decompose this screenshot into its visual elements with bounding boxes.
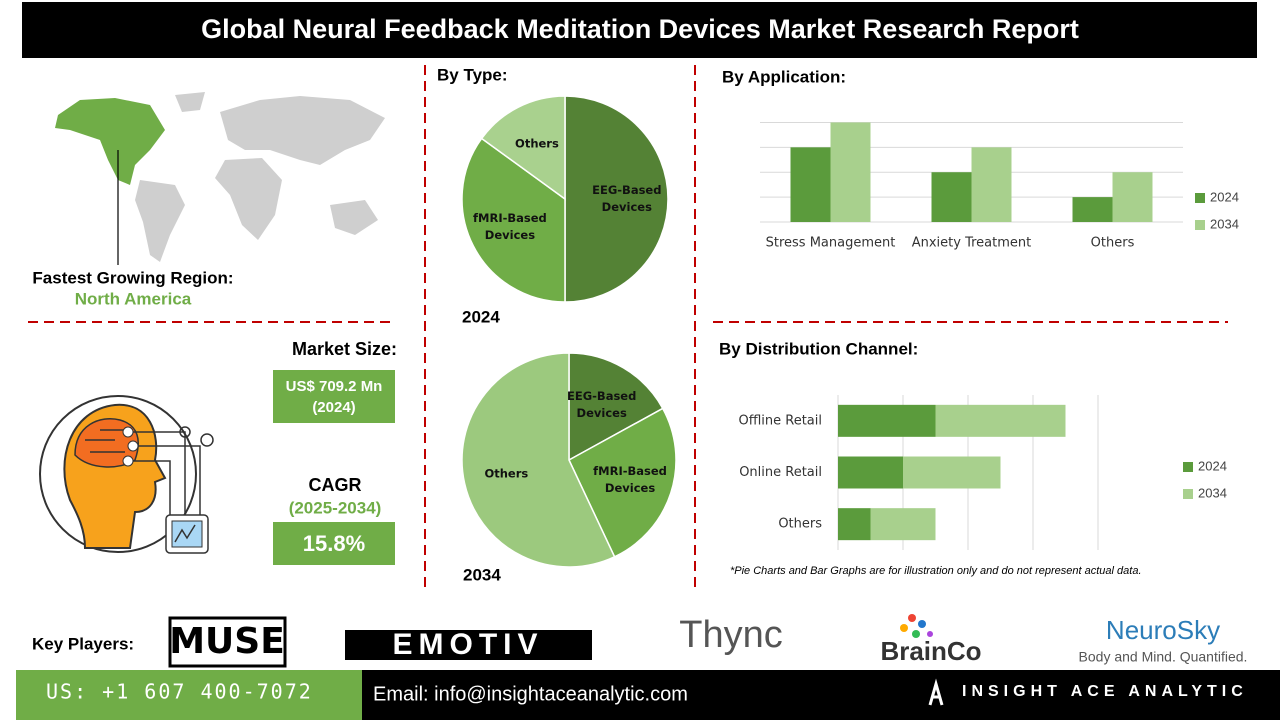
legend-swatch bbox=[1183, 462, 1193, 472]
dividers bbox=[28, 65, 1228, 592]
x-tick-label: Anxiety Treatment bbox=[912, 236, 1032, 251]
logo: Thync bbox=[679, 614, 782, 656]
legend-label: 2034 bbox=[1210, 216, 1239, 231]
bar bbox=[935, 404, 1066, 437]
chart-title: By Distribution Channel: bbox=[719, 339, 918, 358]
slice-label: Others bbox=[484, 466, 529, 481]
bar bbox=[838, 456, 903, 489]
bar bbox=[903, 456, 1001, 489]
cagr-value: 15.8% bbox=[273, 522, 395, 565]
legend-swatch bbox=[1195, 193, 1205, 203]
tagline: Body and Mind. Quantified. bbox=[1079, 649, 1248, 665]
chart-title: By Type: bbox=[437, 65, 508, 84]
slice-label: EEG-Based Devices bbox=[567, 388, 637, 420]
pie-slice bbox=[461, 137, 566, 303]
email: Email: info@insightaceanalytic.com bbox=[373, 683, 688, 705]
company-icon bbox=[928, 678, 944, 706]
header-bar bbox=[22, 2, 1257, 58]
company: INSIGHT ACE ANALYTIC bbox=[962, 683, 1248, 700]
legend-swatch bbox=[1195, 220, 1205, 230]
pie-slice bbox=[568, 407, 677, 558]
x-tick-label: Stress Management bbox=[766, 236, 896, 251]
chart-subtitle: 2024 bbox=[462, 307, 500, 326]
slice-label: EEG-Based Devices bbox=[592, 182, 662, 214]
y-tick-label: Online Retail bbox=[739, 465, 822, 480]
legend-label: 2024 bbox=[1210, 189, 1239, 204]
region-value: North America bbox=[75, 289, 192, 308]
y-tick-label: Offline Retail bbox=[738, 413, 822, 428]
legend-swatch bbox=[1183, 489, 1193, 499]
y-tick-label: Others bbox=[778, 517, 822, 532]
bar bbox=[1072, 197, 1113, 222]
logo: MUSE bbox=[169, 621, 285, 662]
bar bbox=[838, 508, 871, 541]
muse-frame bbox=[168, 616, 287, 668]
slice-label: fMRI-Based Devices bbox=[593, 463, 667, 495]
slice-label: Others bbox=[515, 136, 559, 151]
bar bbox=[1112, 172, 1153, 222]
bar bbox=[830, 122, 871, 222]
logo: EMOTIV bbox=[392, 628, 543, 661]
pie-slice bbox=[564, 95, 669, 303]
title: Global Neural Feedback Meditation Device… bbox=[201, 14, 1079, 44]
cagr-period: (2025-2034) bbox=[289, 498, 382, 517]
emotiv-frame bbox=[345, 630, 592, 660]
world-map bbox=[135, 92, 385, 262]
x-tick-label: Others bbox=[1091, 236, 1135, 251]
slice-label: fMRI-Based Devices bbox=[473, 210, 547, 243]
footer-phone-bg bbox=[16, 670, 362, 720]
logo: NeuroSky bbox=[1106, 615, 1220, 645]
note: *Pie Charts and Bar Graphs are for illus… bbox=[730, 565, 1142, 577]
chart-title: By Application: bbox=[722, 67, 846, 86]
footer-bg bbox=[362, 670, 1280, 720]
legend-label: 2024 bbox=[1198, 458, 1227, 473]
pie-slice bbox=[568, 352, 664, 462]
logo: BrainCo bbox=[880, 636, 981, 666]
brainco-dots bbox=[900, 614, 933, 638]
head-icon bbox=[39, 395, 214, 554]
pie-slice bbox=[480, 95, 566, 201]
bar bbox=[931, 172, 972, 222]
pie-slice bbox=[461, 352, 616, 568]
bar bbox=[838, 404, 936, 437]
legend-label: 2034 bbox=[1198, 485, 1227, 500]
cagr-label: CAGR bbox=[309, 475, 362, 495]
market-size-label: Market Size: bbox=[292, 339, 397, 359]
region-label: Fastest Growing Region: bbox=[32, 268, 233, 287]
north-america bbox=[55, 98, 165, 185]
bar bbox=[790, 147, 831, 222]
market-size-value: US$ 709.2 Mn (2024) bbox=[273, 370, 395, 423]
bar bbox=[971, 147, 1012, 222]
bar bbox=[870, 508, 936, 541]
chart-subtitle: 2034 bbox=[463, 565, 501, 584]
key-players-label: Key Players: bbox=[32, 634, 134, 653]
phone: US: +1 607 400-7072 bbox=[46, 680, 313, 704]
